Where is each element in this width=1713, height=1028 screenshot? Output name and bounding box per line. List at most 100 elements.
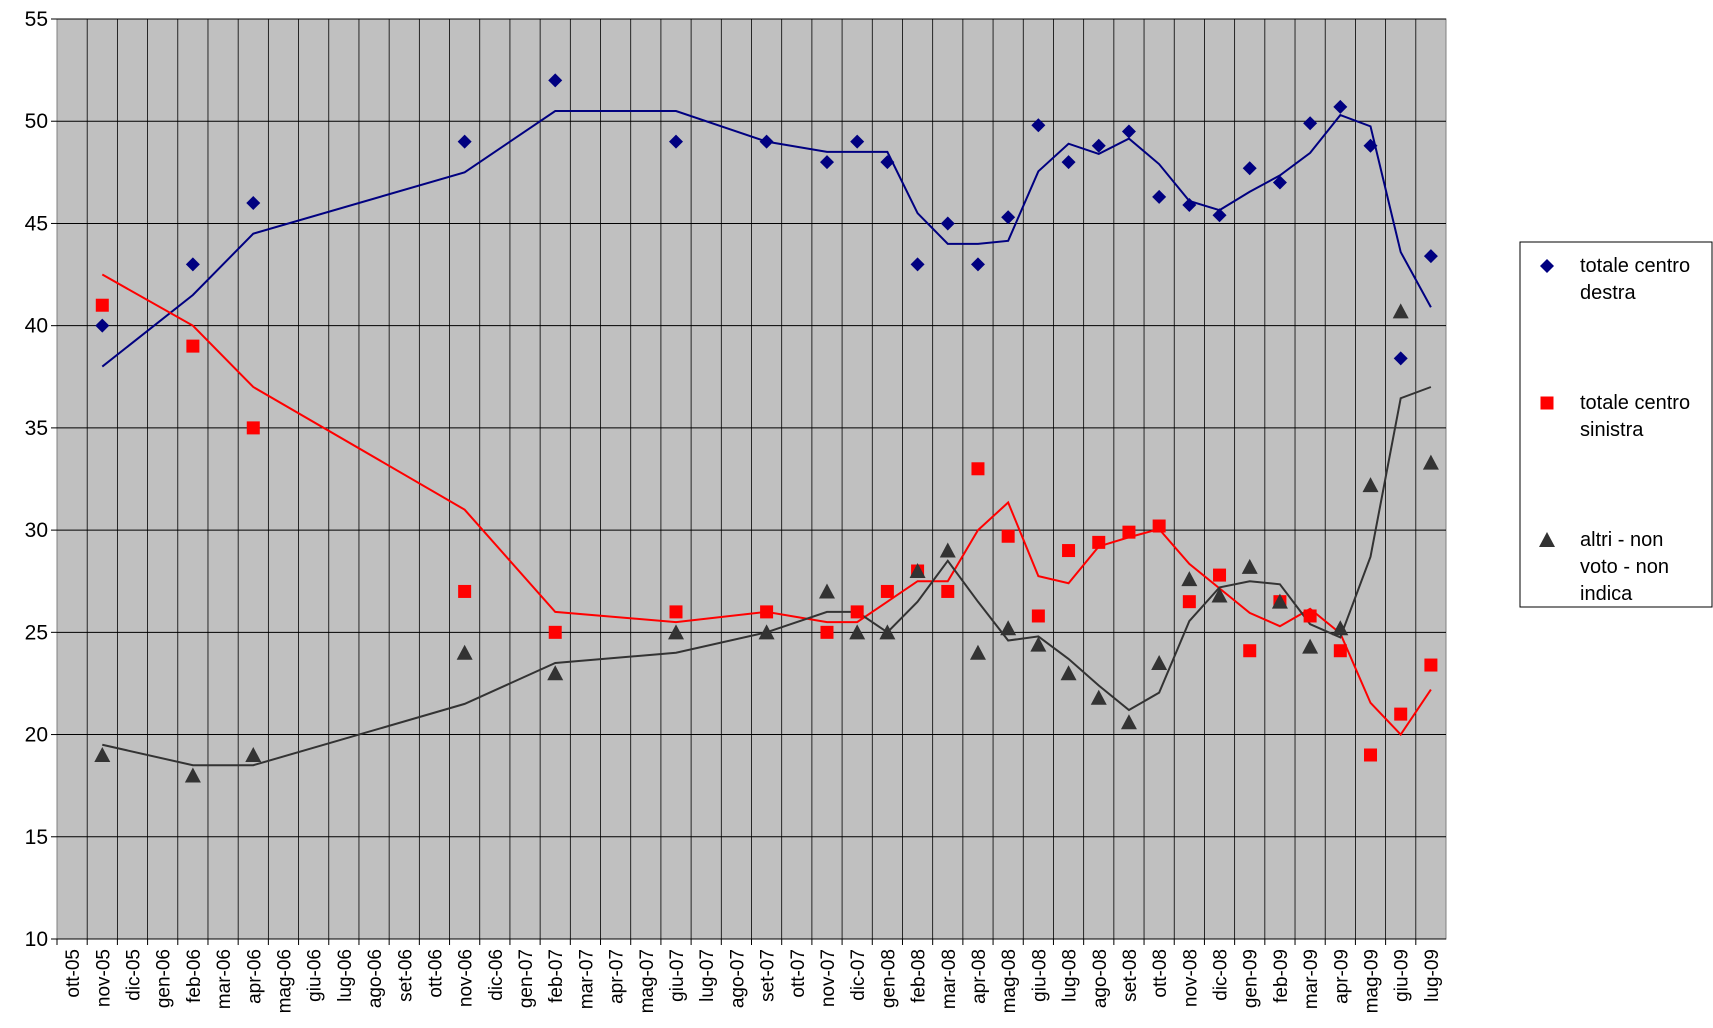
marker: [456, 644, 473, 660]
y-tick-label: 45: [25, 212, 48, 235]
marker: [1182, 595, 1196, 609]
marker: [95, 318, 110, 333]
trend-line: [102, 386, 1432, 767]
y-tick-label: 30: [25, 519, 48, 542]
x-tick-label: ott-06: [425, 949, 446, 998]
x-tick-label: mar-07: [576, 949, 597, 1009]
y-tick-label: 55: [25, 8, 48, 31]
marker: [1539, 532, 1555, 547]
marker: [1303, 609, 1317, 623]
marker: [669, 134, 684, 149]
x-tick-label: feb-08: [909, 949, 930, 1003]
marker: [457, 134, 472, 149]
x-tick-label: ott-08: [1150, 949, 1171, 998]
x-tick-label: dic-06: [486, 949, 507, 1001]
x-tick-label: gen-06: [154, 949, 175, 1008]
marker: [880, 155, 895, 170]
legend: totale centro destra totale centro sinistra…: [1519, 241, 1713, 608]
marker: [820, 625, 834, 639]
marker: [246, 196, 261, 210]
x-tick-label: lug-08: [1060, 949, 1081, 1002]
marker: [1540, 259, 1554, 273]
marker: [1121, 124, 1136, 139]
marker: [1241, 558, 1258, 574]
x-tick-label: gen-07: [516, 949, 537, 1008]
marker: [1422, 454, 1439, 470]
x-tick-label: mag-08: [999, 949, 1020, 1013]
marker: [1000, 620, 1017, 636]
y-tick-label: 35: [25, 417, 48, 440]
x-tick-label: giu-06: [305, 949, 326, 1002]
marker: [1362, 477, 1379, 493]
x-tick-label: mar-08: [939, 949, 960, 1009]
marker: [970, 257, 985, 272]
marker: [1394, 707, 1408, 721]
marker: [1211, 587, 1228, 603]
marker: [971, 462, 985, 476]
y-tick-label: 20: [25, 724, 48, 747]
y-tick-label: 15: [25, 826, 48, 849]
x-tick-label: gen-08: [878, 949, 899, 1008]
marker: [548, 625, 562, 639]
legend-label: totale centro sinistra: [1580, 392, 1690, 441]
x-tick-label: nov-07: [818, 949, 839, 1007]
marker: [1152, 519, 1166, 533]
x-tick-label: ago-08: [1090, 949, 1111, 1008]
x-tick-label: nov-08: [1180, 949, 1201, 1007]
marker: [245, 747, 262, 762]
marker: [940, 216, 955, 231]
marker: [1302, 638, 1319, 654]
marker: [880, 584, 894, 598]
x-tick-label: apr-08: [969, 949, 990, 1004]
x-tick-label: apr-07: [607, 949, 628, 1004]
marker: [1540, 396, 1554, 410]
marker: [849, 624, 866, 640]
x-tick-label: set-06: [395, 949, 416, 1002]
x-tick-label: mar-06: [214, 949, 235, 1009]
x-tick-label: set-07: [758, 949, 779, 1002]
legend-label: altri - non voto - non indica: [1580, 529, 1669, 605]
marker: [941, 584, 955, 598]
marker: [850, 134, 865, 149]
marker: [1062, 544, 1076, 558]
x-tick-label: gen-09: [1241, 949, 1262, 1008]
x-tick-label: nov-06: [456, 949, 477, 1007]
marker: [1242, 161, 1257, 176]
marker: [969, 644, 986, 660]
marker: [879, 624, 896, 640]
marker: [818, 583, 835, 599]
marker: [1333, 644, 1347, 658]
trend-line: [101, 273, 1432, 737]
x-tick-label: dic-08: [1211, 949, 1232, 1001]
x-tick-label: ott-05: [63, 949, 84, 998]
x-tick-label: dic-05: [123, 949, 144, 1001]
marker: [547, 665, 564, 681]
x-tick-label: mar-09: [1301, 949, 1322, 1009]
marker: [185, 257, 200, 272]
x-tick-label: ago-06: [365, 949, 386, 1008]
y-tick-label: 25: [25, 621, 48, 644]
marker: [819, 155, 834, 170]
marker: [1332, 620, 1349, 636]
x-tick-label: giu-07: [667, 949, 688, 1002]
marker: [94, 747, 111, 762]
marker: [1272, 175, 1287, 190]
marker: [1213, 568, 1227, 582]
x-tick-label: apr-06: [244, 949, 265, 1004]
marker: [1363, 138, 1378, 153]
marker: [939, 542, 956, 558]
marker: [759, 134, 774, 149]
marker: [186, 339, 200, 353]
marker: [668, 624, 685, 640]
x-tick-label: giu-08: [1029, 949, 1050, 1002]
marker: [1090, 689, 1107, 705]
x-tick-label: lug-07: [697, 949, 718, 1002]
x-tick-label: nov-05: [93, 949, 114, 1007]
marker: [1212, 208, 1227, 223]
marker: [1423, 249, 1438, 264]
marker: [1120, 714, 1137, 730]
marker: [1424, 658, 1438, 672]
marker: [1303, 116, 1318, 131]
marker: [1091, 138, 1106, 153]
